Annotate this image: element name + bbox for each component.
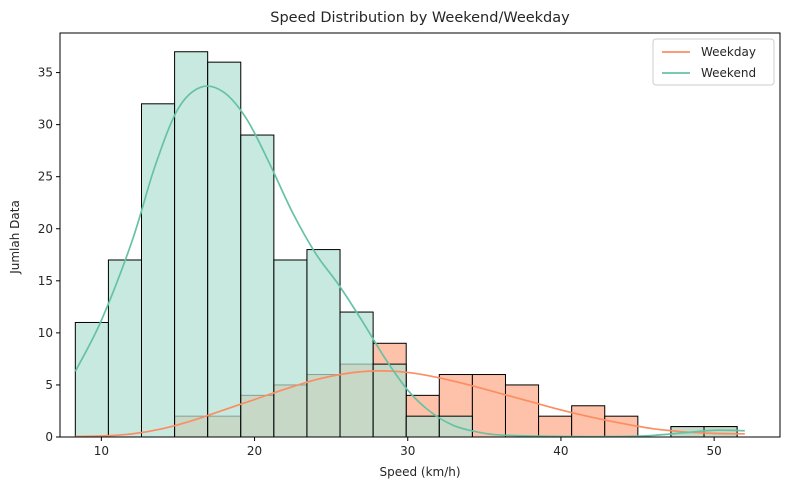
y-tick-label: 20 [38,222,53,236]
bar-weekday-13 [504,384,540,438]
y-axis-label: Jumlah Data [8,200,22,275]
bar-weekend-1 [107,259,142,438]
bar-weekend-9 [372,363,407,438]
y-tick-label: 10 [38,326,53,340]
y-tick-label: 0 [45,430,53,444]
y-tick-label: 25 [38,170,53,184]
plot-area: 10 20 30 40 50 0 5 10 15 20 25 30 35 Weekday Weekend [38,32,781,458]
x-tick-label: 20 [247,444,262,458]
kde-line-weekday [75,370,745,438]
bar-weekday-14 [538,415,573,438]
x-tick-label: 30 [400,444,415,458]
y-tick-label: 30 [38,118,53,132]
x-tick-label: 10 [94,444,109,458]
axes-frame [59,32,781,438]
x-tick-label: 40 [553,444,568,458]
bar-weekend-6 [273,259,308,438]
x-tick-label: 50 [706,444,721,458]
bar-weekend-5 [240,134,275,438]
y-tick-label: 35 [38,66,53,80]
legend-label-weekday: Weekday [701,45,756,59]
bar-weekend-7 [306,249,341,438]
bar-weekend-10 [405,415,440,438]
legend: Weekday Weekend [652,38,775,86]
bar-weekend-4 [207,61,242,438]
bar-weekend-2 [140,103,176,438]
kde-line-weekend [74,85,745,438]
bar-weekend-3 [174,51,209,438]
legend-label-weekend: Weekend [701,66,756,80]
bar-weekend-19 [703,426,738,438]
bar-weekday-16 [604,415,639,438]
bar-weekday-15 [571,405,606,438]
y-tick-label: 15 [38,274,53,288]
y-tick-label: 5 [45,378,53,392]
x-axis-label: Speed (km/h) [379,465,460,479]
bar-weekday-12 [471,374,506,438]
chart-title: Speed Distribution by Weekend/Weekday [270,10,570,26]
